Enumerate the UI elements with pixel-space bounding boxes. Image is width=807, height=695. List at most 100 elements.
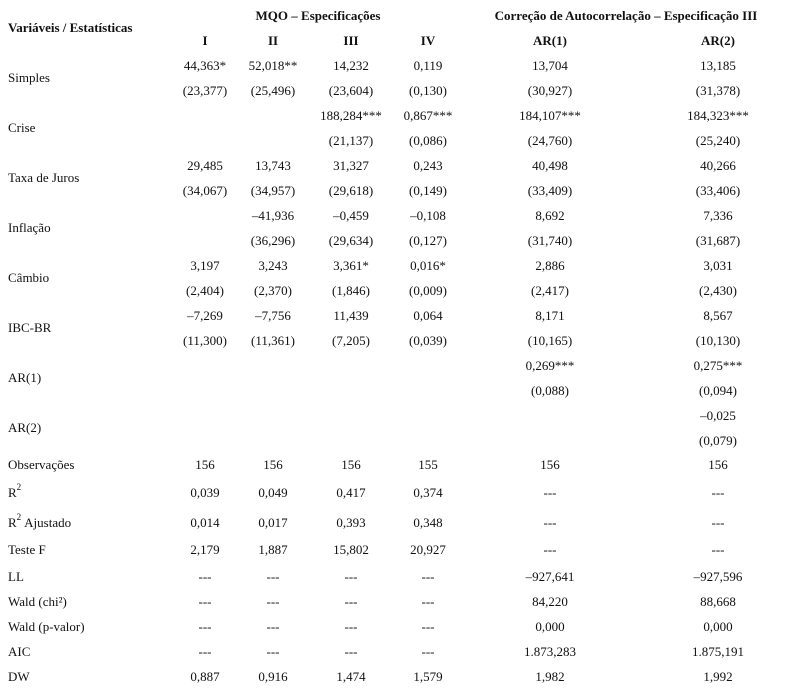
standard-error: (2,404) (186, 283, 224, 298)
coefficient: 8,567 (703, 308, 733, 323)
coefficient: 184,107*** (519, 108, 581, 123)
statistic: 156 (263, 457, 283, 472)
statistic: --- (267, 619, 280, 634)
statistic: --- (267, 644, 280, 659)
standard-error: (31,378) (696, 83, 740, 98)
standard-error: (11,361) (251, 333, 295, 348)
row-label: Observações (8, 457, 74, 472)
row-label: R2 Ajustado (8, 512, 71, 530)
standard-error: (0,088) (531, 383, 569, 398)
statistic: --- (345, 619, 358, 634)
statistic: --- (199, 594, 212, 609)
statistic: --- (267, 569, 280, 584)
row-label: Wald (p-valor) (8, 619, 85, 634)
coefficient: 0,243 (413, 158, 442, 173)
statistic: 1,887 (258, 542, 288, 557)
row-label: Taxa de Juros (8, 170, 79, 185)
statistic: 0,374 (413, 485, 443, 500)
label-text: Wald (p-valor) (8, 619, 85, 634)
label-text: R (8, 485, 17, 500)
standard-error: (10,130) (696, 333, 740, 348)
standard-error: (31,687) (696, 233, 740, 248)
coefficient: –0,459 (332, 208, 369, 223)
coefficient: 8,692 (535, 208, 564, 223)
row-label: Câmbio (8, 270, 49, 285)
column-header: IV (421, 33, 436, 48)
label-suffix: Ajustado (24, 515, 71, 530)
standard-error: (0,094) (699, 383, 737, 398)
coefficient: 13,743 (255, 158, 291, 173)
statistic: 0,039 (190, 485, 219, 500)
statistic: --- (345, 569, 358, 584)
coefficient: 3,031 (703, 258, 732, 273)
standard-error: (23,604) (329, 83, 373, 98)
coefficient: –41,936 (251, 208, 295, 223)
row-label: Simples (8, 70, 50, 85)
statistic: --- (422, 594, 435, 609)
standard-error: (23,377) (183, 83, 227, 98)
coefficient: 11,439 (333, 308, 368, 323)
coefficient: 52,018** (249, 58, 298, 73)
coefficient: 7,336 (703, 208, 733, 223)
statistic: 88,668 (700, 594, 736, 609)
label-text: Wald (chi²) (8, 594, 67, 609)
standard-error: (2,370) (254, 283, 292, 298)
standard-error: (24,760) (528, 133, 572, 148)
statistic: 0,348 (413, 515, 442, 530)
statistic: --- (712, 542, 725, 557)
coefficient: 3,361* (333, 258, 369, 273)
row-label: R2 (8, 482, 21, 500)
standard-error: (2,417) (531, 283, 569, 298)
statistic: 20,927 (410, 542, 446, 557)
coefficient: 3,243 (258, 258, 287, 273)
coefficient: 0,275*** (694, 358, 743, 373)
coefficient: 40,266 (700, 158, 736, 173)
label-text: Observações (8, 457, 74, 472)
label-text: R (8, 515, 17, 530)
standard-error: (0,086) (409, 133, 447, 148)
row-label: Wald (chi²) (8, 594, 67, 609)
coefficient: 0,016* (410, 258, 446, 273)
row-label: IBC-BR (8, 320, 52, 335)
standard-error: (2,430) (699, 283, 737, 298)
coefficient: 29,485 (187, 158, 223, 173)
standard-error: (30,927) (528, 83, 572, 98)
row-label: Crise (8, 120, 36, 135)
column-header: AR(2) (701, 33, 735, 48)
statistic: –927,596 (693, 569, 743, 584)
standard-error: (25,240) (696, 133, 740, 148)
statistic: 156 (708, 457, 728, 472)
statistic: --- (199, 644, 212, 659)
label-text: LL (8, 569, 24, 584)
statistic: 0,014 (190, 515, 220, 530)
statistic: 1,992 (703, 669, 732, 684)
standard-error: (25,496) (251, 83, 295, 98)
coefficient: –0,108 (409, 208, 446, 223)
row-label: DW (8, 669, 30, 684)
standard-error: (0,079) (699, 433, 737, 448)
coefficient: 13,704 (532, 58, 568, 73)
coefficient: 0,119 (414, 58, 443, 73)
coefficient: 188,284*** (320, 108, 382, 123)
standard-error: (0,130) (409, 83, 447, 98)
statistic: 155 (418, 457, 438, 472)
statistic: 0,887 (190, 669, 220, 684)
superscript: 2 (17, 512, 22, 522)
standard-error: (36,296) (251, 233, 295, 248)
coefficient: 44,363* (184, 58, 226, 73)
standard-error: (0,127) (409, 233, 447, 248)
standard-error: (29,618) (329, 183, 373, 198)
column-header: II (268, 33, 278, 48)
statistic: --- (712, 515, 725, 530)
standard-error: (21,137) (329, 133, 373, 148)
statistic: 1.875,191 (692, 644, 744, 659)
coefficient: 0,269*** (526, 358, 575, 373)
statistic: --- (199, 619, 212, 634)
column-header: I (202, 33, 207, 48)
statistic: 1.873,283 (524, 644, 576, 659)
label-text: AIC (8, 644, 30, 659)
statistic: --- (267, 594, 280, 609)
coefficient: 40,498 (532, 158, 568, 173)
statistic: 84,220 (532, 594, 568, 609)
